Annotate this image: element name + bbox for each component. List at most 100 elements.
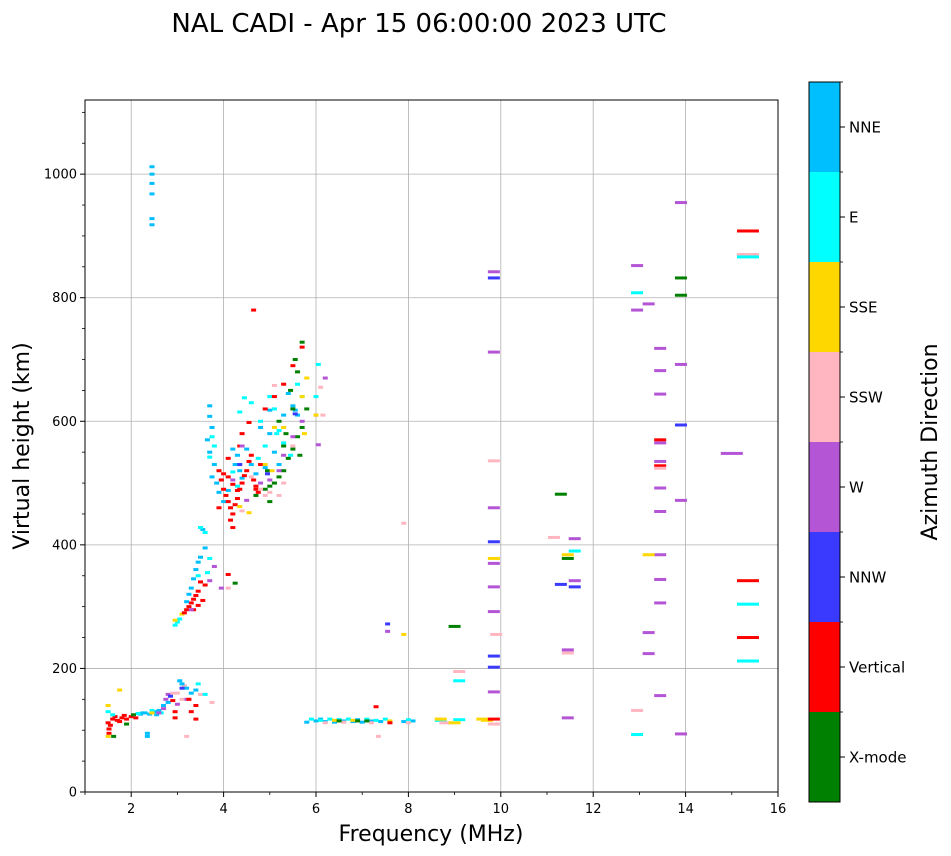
echo-point-ssw <box>547 535 560 539</box>
echo-point-w <box>174 702 180 706</box>
echo-point-sse <box>480 718 493 722</box>
echo-point-nne <box>184 600 190 604</box>
echo-point-vertical <box>124 717 130 721</box>
echo-point-vertical <box>255 490 261 494</box>
x-axis: 2 4 6 8 10 12 14 16 <box>84 792 786 817</box>
echo-point-ssw <box>322 721 328 725</box>
echo-point-e <box>453 718 466 722</box>
echo-point-w <box>568 579 581 583</box>
echo-point-nne <box>177 679 183 683</box>
echo-point-vertical <box>736 636 759 640</box>
echo-point-nnw <box>554 582 567 586</box>
echo-point-nne <box>191 577 197 581</box>
echo-point-x-mode <box>281 444 287 448</box>
echo-point-vertical <box>225 573 231 577</box>
echo-point-w <box>654 694 667 698</box>
echo-point-nne <box>186 592 192 596</box>
echo-point-vertical <box>200 598 206 602</box>
echo-point-nne <box>248 463 254 467</box>
echo-point-nne <box>149 217 155 221</box>
echo-point-sse <box>350 718 356 722</box>
colorbar-tick-label: NNW <box>849 569 886 587</box>
echo-point-x-mode <box>271 481 277 485</box>
echo-point-vertical <box>172 710 178 714</box>
echo-point-sse <box>269 469 275 473</box>
echo-point-e <box>237 410 243 414</box>
echo-point-e <box>258 419 264 423</box>
echo-point-w <box>654 509 667 513</box>
echo-point-e <box>135 712 141 716</box>
echo-point-sse <box>313 413 319 417</box>
echo-point-ssw <box>290 444 296 448</box>
echo-point-nnw <box>568 585 581 589</box>
echo-point-vertical <box>106 727 112 731</box>
echo-point-vertical <box>290 364 296 368</box>
echo-point-vertical <box>128 715 134 719</box>
echo-point-x-mode <box>364 719 370 723</box>
echo-point-ssw <box>209 700 215 704</box>
echo-point-x-mode <box>290 447 296 451</box>
echo-point-w <box>674 498 687 502</box>
echo-point-ssw <box>318 385 324 389</box>
echo-point-e <box>281 441 287 445</box>
echo-point-vertical <box>172 716 178 720</box>
echo-point-e <box>248 401 254 405</box>
colorbar-frame <box>808 81 841 803</box>
echo-point-ssw <box>490 632 503 636</box>
echo-point-vertical <box>170 699 176 703</box>
echo-point-vertical <box>105 721 111 725</box>
echo-point-e <box>198 526 203 530</box>
echo-point-vertical <box>736 579 759 583</box>
echo-point-w <box>258 481 264 485</box>
echo-point-e <box>736 602 759 606</box>
x-tick-label: 8 <box>404 802 412 817</box>
echo-point-nne <box>216 490 222 494</box>
y-tick-label: 800 <box>52 291 77 306</box>
colorbar-segment-e <box>809 172 840 262</box>
echo-point-nne <box>188 691 194 695</box>
echo-point-vertical <box>239 481 245 485</box>
echo-point-vertical <box>110 717 116 721</box>
echo-point-vertical <box>251 308 257 312</box>
echo-point-vertical <box>225 456 231 460</box>
echo-point-nne <box>149 165 155 169</box>
echo-point-x-mode <box>283 432 289 436</box>
echo-point-vertical <box>193 594 199 598</box>
echo-point-w <box>165 692 171 696</box>
echo-point-vertical <box>188 710 194 714</box>
echo-point-vertical <box>234 497 240 501</box>
echo-point-w <box>322 376 328 380</box>
echo-point-nne <box>179 682 185 686</box>
echo-point-vertical <box>188 601 194 605</box>
y-axis: 0 200 400 600 800 1000 <box>44 111 85 801</box>
echo-point-vertical <box>112 715 118 719</box>
echo-point-vertical <box>195 589 201 593</box>
echo-point-sse <box>387 719 393 723</box>
echo-point-x-mode <box>285 456 291 460</box>
echo-point-vertical <box>736 229 759 233</box>
colorbar-tick-label: X-mode <box>849 749 906 767</box>
echo-point-nne <box>368 719 374 723</box>
echo-point-nne <box>267 408 273 412</box>
echo-point-nne <box>209 475 215 479</box>
echo-point-nne <box>225 488 231 492</box>
echo-point-w <box>487 610 500 614</box>
echo-point-x-mode <box>292 358 298 361</box>
echo-point-e <box>267 395 273 399</box>
colorbar-segment-ssw <box>809 352 840 442</box>
echo-point-w <box>642 631 655 635</box>
echo-point-e <box>230 470 236 474</box>
colorbar-tick-label: SSE <box>849 299 878 317</box>
echo-point-e <box>295 382 301 386</box>
echo-point-e <box>174 620 180 624</box>
echo-point-nne <box>198 555 203 559</box>
echo-point-ssw <box>276 493 282 497</box>
echo-point-ssw <box>184 734 190 738</box>
echo-point-x-mode <box>304 407 310 411</box>
echo-point-vertical <box>181 611 187 615</box>
echo-point-w <box>654 577 667 581</box>
echo-point-w <box>654 459 667 463</box>
echo-point-nne <box>140 711 146 715</box>
echo-point-vertical <box>216 469 222 473</box>
echo-point-nne <box>313 719 319 723</box>
